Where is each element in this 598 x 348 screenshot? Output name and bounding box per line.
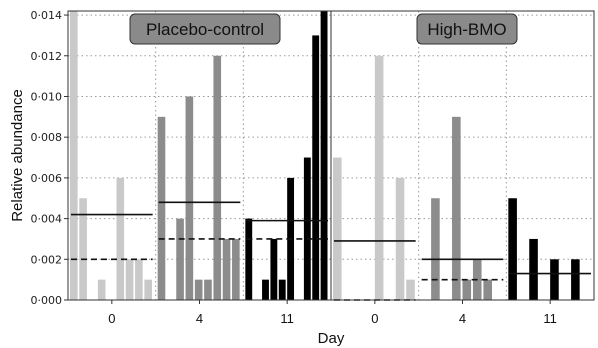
bar: [213, 55, 222, 301]
bar: [333, 157, 342, 300]
y-tick-label: 0·004: [31, 213, 63, 226]
bar: [185, 96, 194, 300]
bar: [262, 279, 269, 300]
panel-title-box: [129, 13, 281, 45]
bar: [431, 198, 440, 300]
x-tick-label: 4: [196, 311, 203, 326]
panel-title-box: [416, 13, 518, 45]
bar: [395, 177, 405, 300]
x-axis-label: Day: [318, 330, 345, 347]
x-tick-label: 11: [280, 311, 294, 326]
x-tick-label: 4: [459, 311, 466, 326]
bar: [70, 11, 78, 300]
y-tick-label: 0·012: [31, 50, 63, 63]
y-tick-label: 0·002: [31, 253, 63, 266]
bar: [312, 35, 320, 300]
axis-labels: 0 4 11 0 4 11 Relative abundance Day: [9, 89, 557, 347]
bar: [278, 279, 286, 300]
bar: [135, 259, 143, 300]
x-tick-label: 11: [543, 311, 557, 326]
y-tick-label: 0·010: [31, 90, 63, 103]
bar: [157, 116, 166, 300]
bar: [245, 218, 253, 300]
bars-layer: [70, 11, 580, 301]
bar: [320, 11, 328, 300]
bar: [374, 55, 384, 301]
x-tick-label: 0: [371, 311, 378, 326]
axes: 0·000 0·002 0·004 0·006 0·008 0·010 0·012 0·014: [31, 9, 595, 307]
bar: [303, 157, 311, 300]
bar: [483, 279, 492, 300]
bar: [144, 279, 152, 300]
gridlines: [68, 11, 594, 300]
panel-title: Placebo-control: [146, 20, 264, 39]
bar: [97, 279, 106, 300]
panel-titles: Placebo-control High-BMO: [129, 13, 518, 45]
bar: [176, 218, 184, 300]
bar: [550, 259, 559, 300]
bar: [508, 198, 517, 300]
bar: [79, 198, 87, 300]
x-tick-label: 0: [108, 311, 115, 326]
y-axis-label: Relative abundance: [9, 89, 26, 222]
bar: [125, 259, 134, 300]
panel-title: High-BMO: [427, 20, 506, 39]
y-tick-label: 0·006: [31, 172, 63, 185]
bar: [529, 238, 538, 300]
y-tick-label: 0·008: [31, 131, 63, 144]
bar: [204, 279, 212, 300]
bar: [406, 279, 415, 300]
bar: [116, 177, 125, 300]
bar: [232, 238, 240, 300]
bar: [462, 279, 472, 300]
bar: [194, 279, 203, 300]
y-tick-label: 0·014: [31, 9, 63, 22]
bar: [222, 238, 231, 300]
bar: [571, 259, 580, 300]
bar: [270, 238, 278, 300]
bar: [452, 116, 461, 300]
y-tick-label: 0·000: [31, 294, 63, 307]
